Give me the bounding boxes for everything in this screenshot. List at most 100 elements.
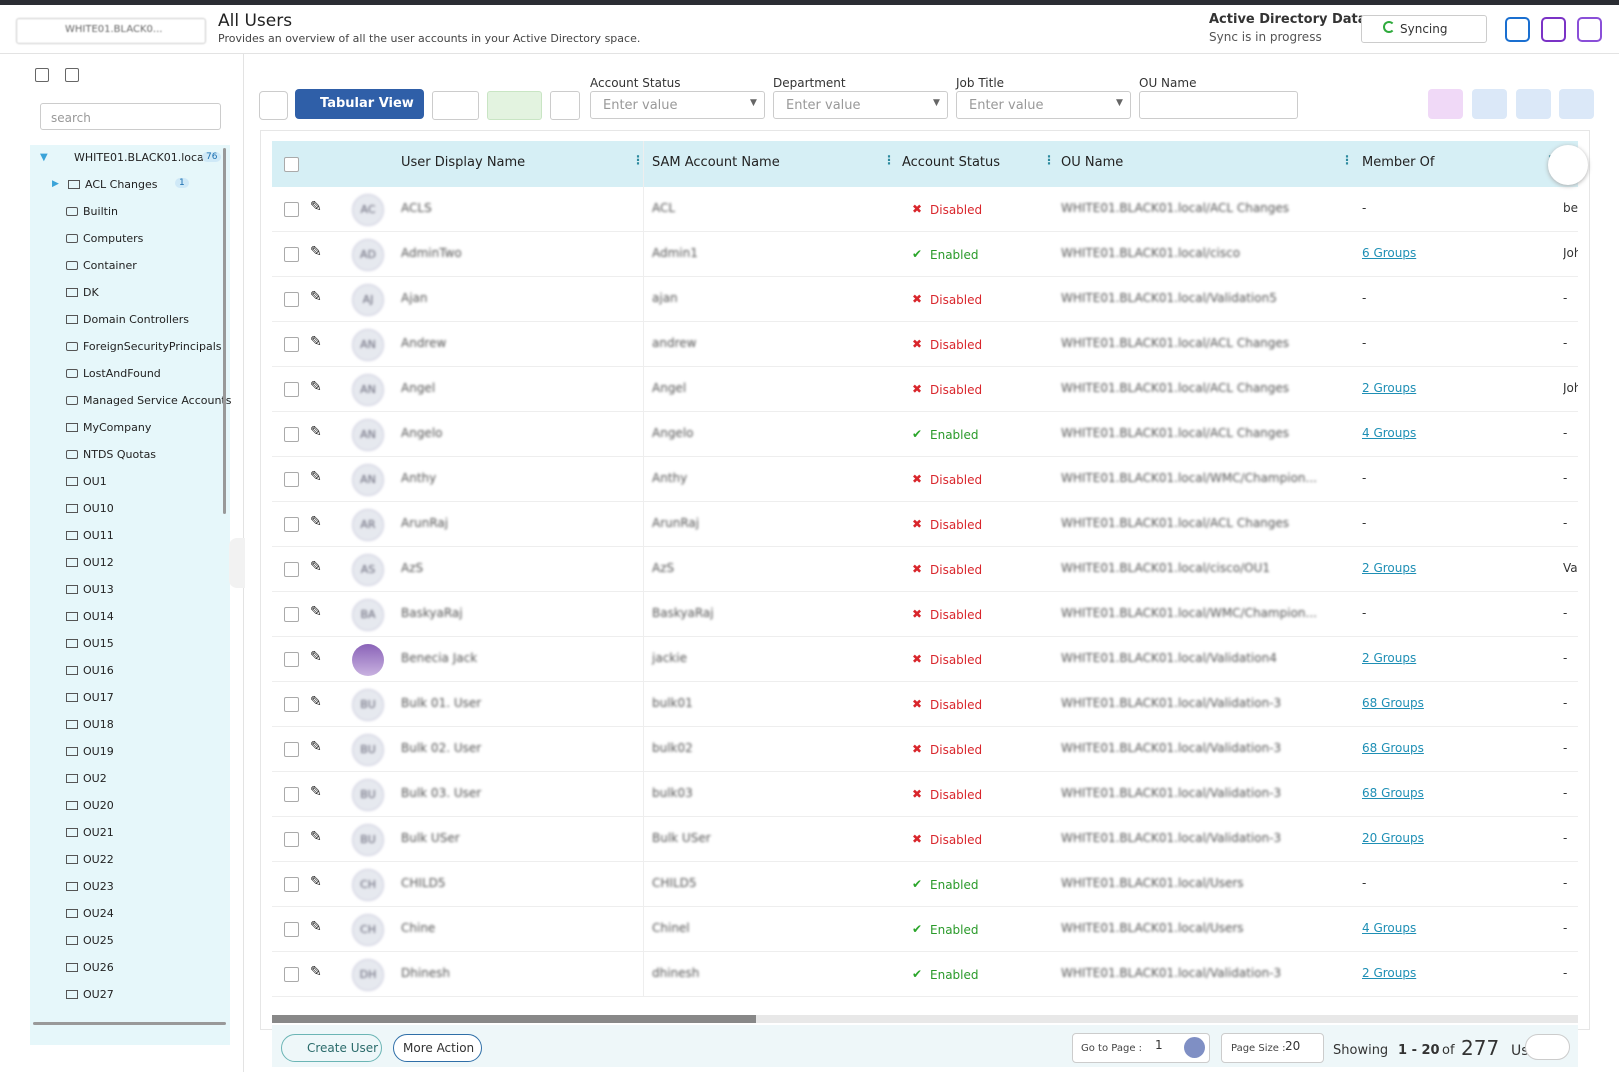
search-button[interactable] [550, 91, 580, 120]
row-checkbox[interactable] [284, 967, 299, 982]
user-name[interactable]: Andrew [401, 336, 447, 350]
tree-search[interactable]: search [40, 103, 221, 130]
row-checkbox[interactable] [284, 472, 299, 487]
page-input[interactable]: 1 [1155, 1038, 1163, 1052]
user-name[interactable]: AzS [401, 561, 424, 575]
row-checkbox[interactable] [284, 832, 299, 847]
member-of[interactable]: 2 Groups [1362, 966, 1417, 980]
member-of[interactable]: 20 Groups [1362, 831, 1424, 845]
action-icon-button[interactable] [1472, 89, 1507, 119]
tree-item[interactable]: OU1 [83, 475, 107, 488]
tree-item[interactable]: Domain Controllers [83, 313, 190, 326]
action-icon-button[interactable] [1516, 89, 1551, 119]
user-name[interactable]: BaskyaRaj [401, 606, 463, 620]
user-name[interactable]: ArunRaj [401, 516, 449, 530]
view-button[interactable]: Tabular View [295, 89, 424, 119]
tree-item[interactable]: OU26 [83, 961, 114, 974]
user-name[interactable]: Benecia Jack [401, 651, 478, 665]
user-name[interactable]: Angelo [401, 426, 443, 440]
edit-icon[interactable]: ✎ [310, 199, 322, 215]
tree-item[interactable]: Computers [83, 232, 144, 245]
filter-input[interactable]: Enter value [590, 91, 765, 119]
user-name[interactable]: CHILD5 [401, 876, 446, 890]
edit-icon[interactable]: ✎ [310, 244, 322, 260]
header-icon-button[interactable] [1505, 17, 1530, 42]
header-icon-button[interactable] [1577, 17, 1602, 42]
tree-item[interactable]: OU15 [83, 637, 114, 650]
edit-icon[interactable]: ✎ [310, 964, 322, 980]
member-of[interactable]: 68 Groups [1362, 696, 1424, 710]
tree-item[interactable]: OU2 [83, 772, 107, 785]
filter-input[interactable] [1139, 91, 1298, 119]
tree-item[interactable]: OU22 [83, 853, 114, 866]
user-name[interactable]: Angel [401, 381, 436, 395]
row-checkbox[interactable] [284, 202, 299, 217]
tree-item[interactable]: NTDS Quotas [83, 448, 157, 461]
user-name[interactable]: ACLS [401, 201, 432, 215]
filter-input[interactable]: Enter value [956, 91, 1131, 119]
row-checkbox[interactable] [284, 787, 299, 802]
action-icon-button[interactable] [1428, 89, 1463, 119]
column-header[interactable]: SAM Account Name [652, 155, 780, 170]
edit-icon[interactable]: ✎ [310, 424, 322, 440]
row-checkbox[interactable] [284, 427, 299, 442]
edit-icon[interactable]: ✎ [310, 379, 322, 395]
edit-icon[interactable]: ✎ [310, 469, 322, 485]
sidebar-tool[interactable] [35, 68, 49, 82]
tree-item[interactable]: OU23 [83, 880, 114, 893]
column-header[interactable]: OU Name [1061, 155, 1124, 170]
row-checkbox[interactable] [284, 877, 299, 892]
tree-item[interactable]: ForeignSecurityPrincipals [83, 340, 222, 353]
header-icon-button[interactable] [1541, 17, 1566, 42]
tree-item[interactable]: OU21 [83, 826, 114, 839]
column-settings[interactable] [1548, 145, 1588, 185]
tree-item[interactable]: OU12 [83, 556, 114, 569]
row-checkbox[interactable] [284, 517, 299, 532]
edit-icon[interactable]: ✎ [310, 514, 322, 530]
tree-item[interactable]: OU20 [83, 799, 114, 812]
row-checkbox[interactable] [284, 607, 299, 622]
tree-item[interactable]: OU11 [83, 529, 114, 542]
edit-icon[interactable]: ✎ [310, 334, 322, 350]
tree-item[interactable]: Managed Service Accounts [83, 394, 232, 407]
select-all[interactable] [284, 157, 299, 172]
column-header[interactable]: Member Of [1362, 155, 1435, 170]
row-checkbox[interactable] [284, 292, 299, 307]
tree-item[interactable]: LostAndFound [83, 367, 161, 380]
member-of[interactable]: 68 Groups [1362, 741, 1424, 755]
edit-icon[interactable]: ✎ [310, 604, 322, 620]
refresh-button[interactable] [259, 91, 288, 120]
member-of[interactable]: 6 Groups [1362, 246, 1417, 260]
row-checkbox[interactable] [284, 922, 299, 937]
sync-button[interactable]: Syncing [1361, 15, 1487, 43]
user-name[interactable]: Bulk USer [401, 831, 460, 845]
column-header[interactable]: Account Status [902, 155, 1001, 170]
edit-icon[interactable]: ✎ [310, 289, 322, 305]
collapse-handle[interactable] [229, 538, 245, 588]
tree-item[interactable]: Builtin [83, 205, 118, 218]
tree-item[interactable]: OU19 [83, 745, 114, 758]
user-name[interactable]: Bulk 01. User [401, 696, 482, 710]
tree-item[interactable]: OU16 [83, 664, 114, 677]
edit-icon[interactable]: ✎ [310, 919, 322, 935]
user-name[interactable]: Anthy [401, 471, 437, 485]
row-checkbox[interactable] [284, 247, 299, 262]
visibility-button[interactable] [432, 91, 479, 120]
tree-item[interactable]: ACL Changes [85, 178, 158, 191]
pager[interactable] [1525, 1034, 1570, 1060]
breadcrumb[interactable]: WHITE01.BLACK0... [16, 18, 206, 44]
row-checkbox[interactable] [284, 562, 299, 577]
member-of[interactable]: 4 Groups [1362, 426, 1417, 440]
more-action-button[interactable]: More Action [393, 1034, 482, 1062]
filter-input[interactable]: Enter value [773, 91, 948, 119]
row-checkbox[interactable] [284, 697, 299, 712]
column-header[interactable]: User Display Name [401, 155, 526, 170]
tree-item[interactable]: DK [83, 286, 99, 299]
user-name[interactable]: Bulk 03. User [401, 786, 482, 800]
tree-item[interactable]: Container [83, 259, 137, 272]
edit-icon[interactable]: ✎ [310, 784, 322, 800]
user-name[interactable]: Bulk 02. User [401, 741, 482, 755]
tree-root[interactable]: WHITE01.BLACK01.local [74, 151, 207, 164]
create-user-button[interactable]: Create User [281, 1034, 382, 1062]
member-of[interactable]: 2 Groups [1362, 561, 1417, 575]
